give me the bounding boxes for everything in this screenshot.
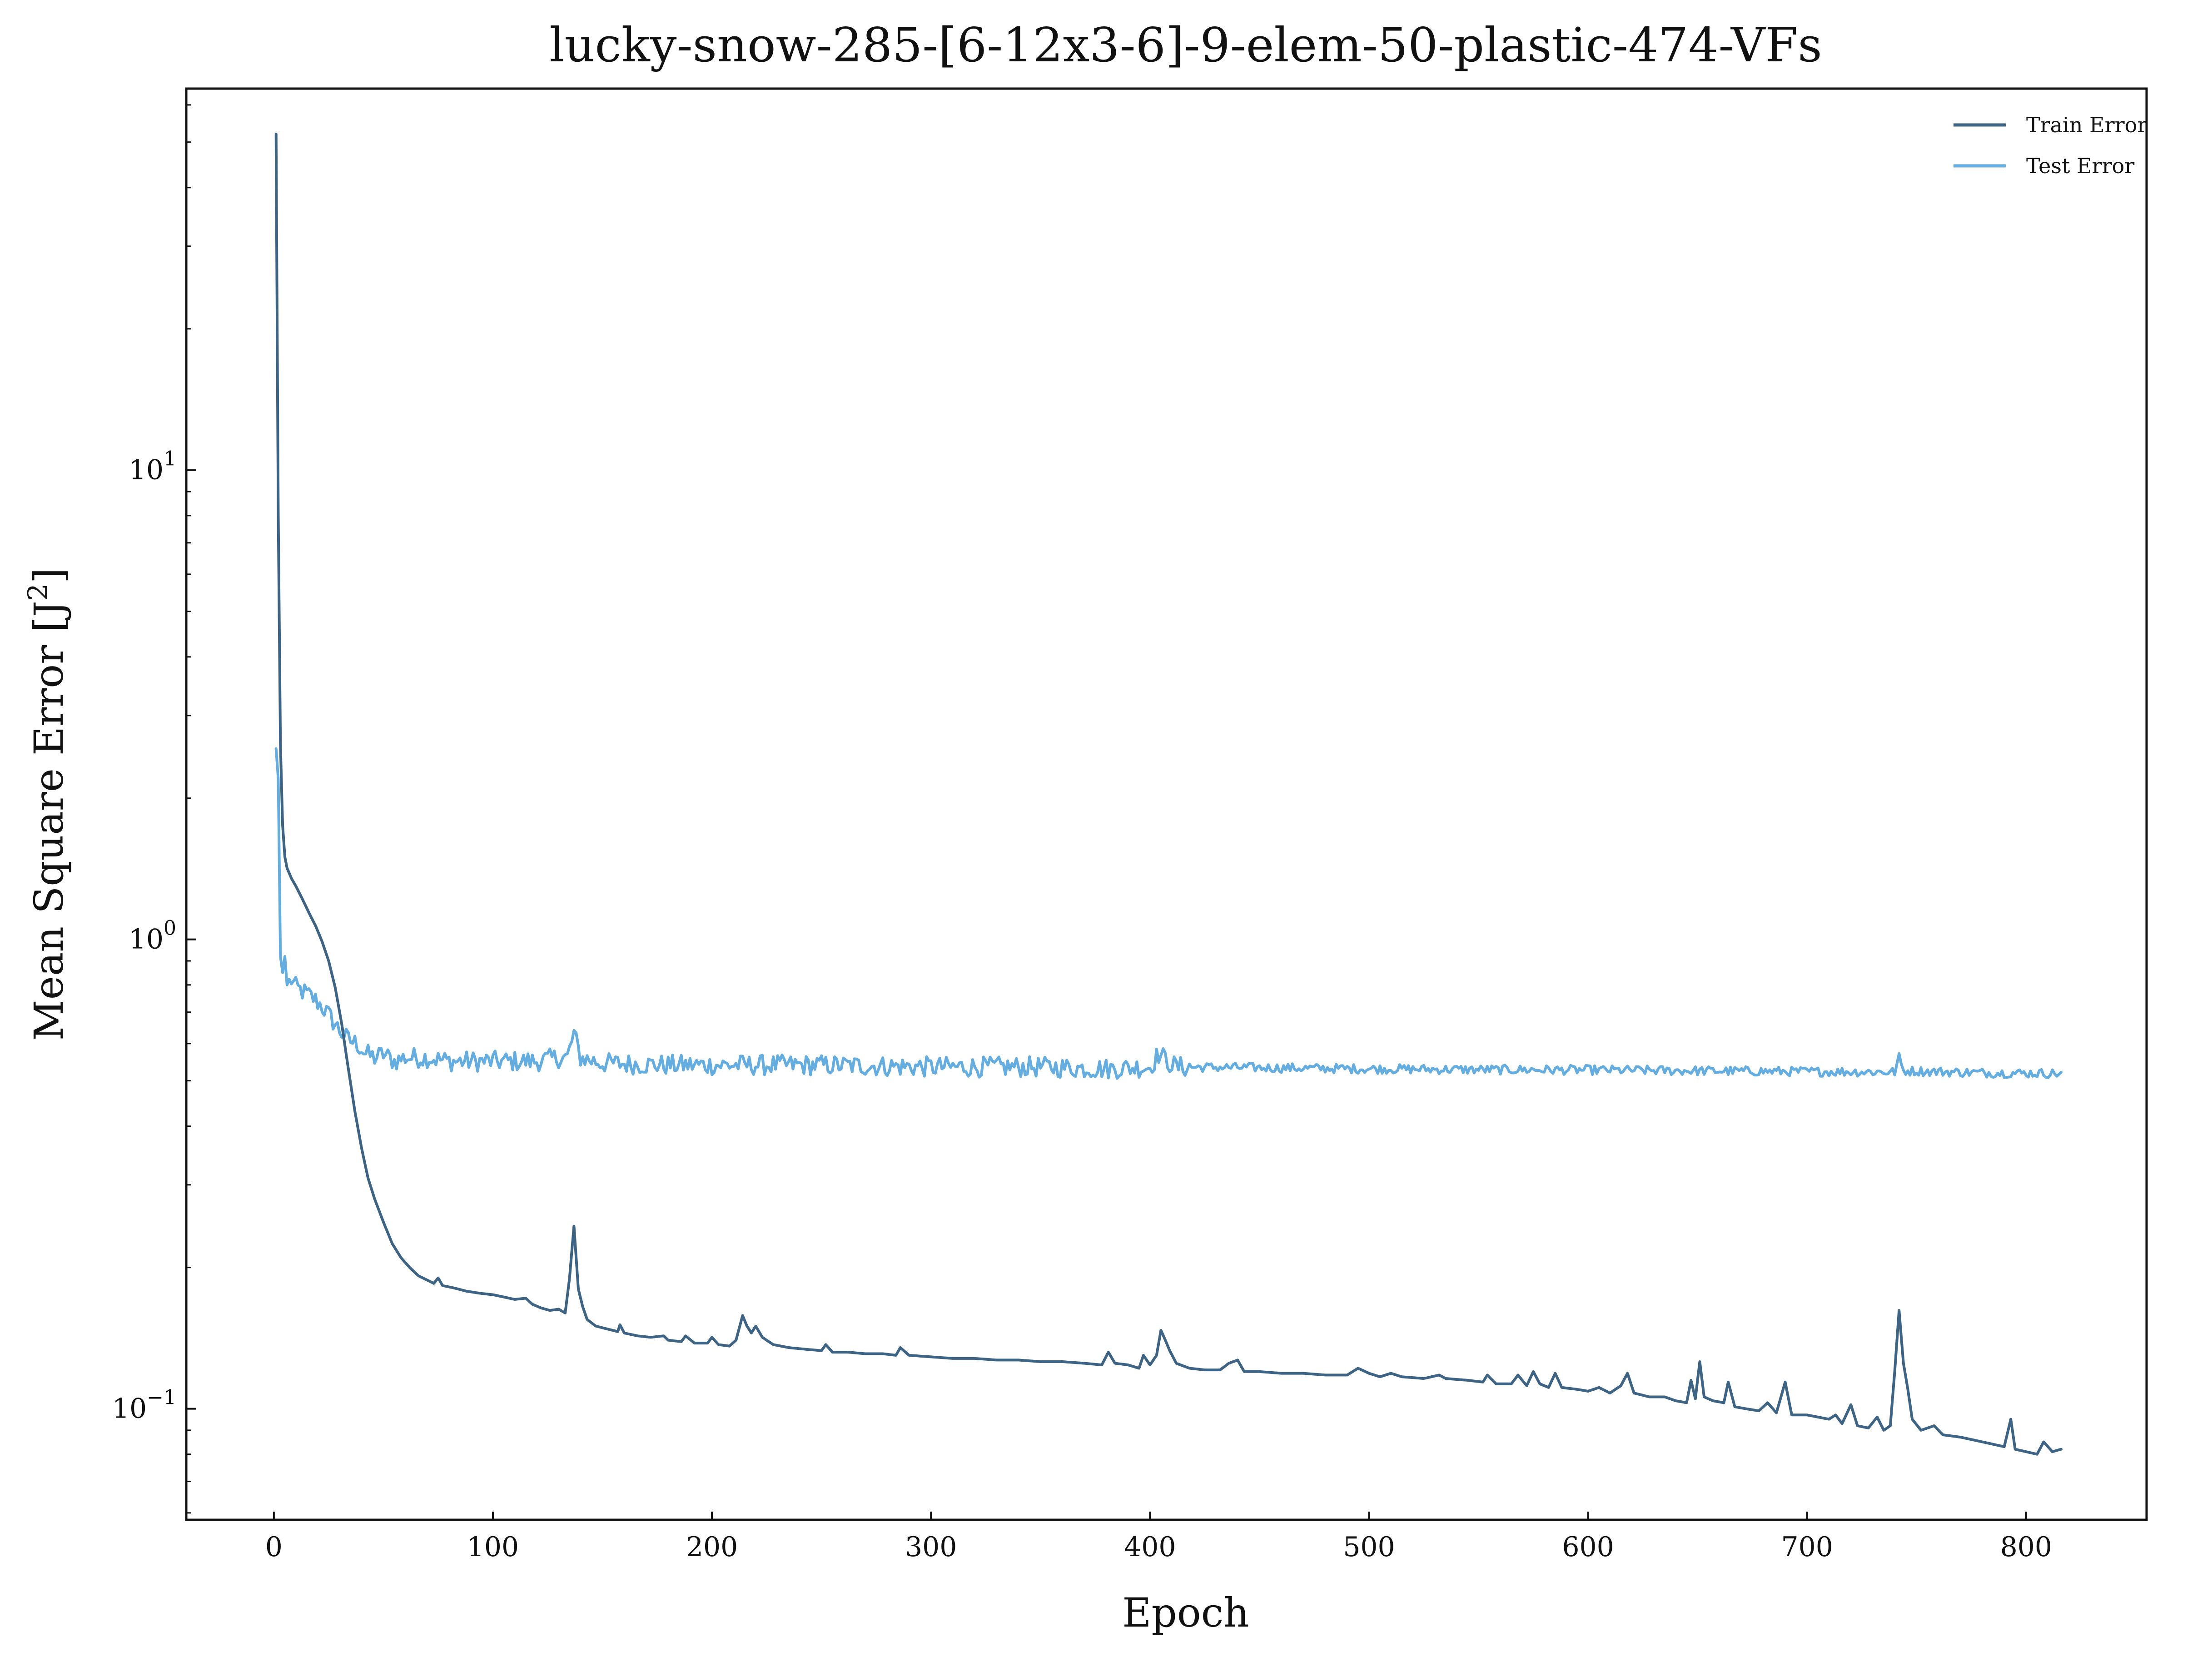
axes-frame xyxy=(185,87,2148,1521)
legend-label: Train Error xyxy=(2026,113,2147,137)
y-tick-label: 101 xyxy=(129,448,176,486)
x-tick-label: 0 xyxy=(265,1531,283,1563)
chart-title: lucky-snow-285-[6-12x3-6]-9-elem-50-plas… xyxy=(549,17,1822,73)
series-line-train-error xyxy=(274,133,2063,1456)
y-axis-title-main: Mean Square Error [J xyxy=(25,601,72,1040)
y-tick-exponent: 1 xyxy=(164,448,176,471)
y-tick-label: 10−1 xyxy=(112,1386,176,1425)
y-tick-base: 10 xyxy=(129,924,164,955)
y-tick-base: 10 xyxy=(112,1393,147,1425)
x-tick-label: 100 xyxy=(467,1531,519,1563)
y-axis-title-end: ] xyxy=(25,568,72,583)
legend: Train Error Test Error xyxy=(1954,113,2147,178)
x-tick-label: 200 xyxy=(686,1531,738,1563)
y-axis-title-superscript: 2 xyxy=(22,583,54,601)
x-tick-label: 800 xyxy=(2000,1531,2053,1563)
y-tick-base: 10 xyxy=(129,454,164,486)
plot-area xyxy=(274,133,2063,1456)
x-tick-label: 300 xyxy=(905,1531,957,1563)
x-axis: 0 100 200 300 400 500 600 700 800 xyxy=(265,1512,2052,1563)
x-tick-label: 600 xyxy=(1562,1531,1614,1563)
y-tick-label: 100 xyxy=(129,917,176,955)
legend-label: Test Error xyxy=(2026,154,2134,178)
y-tick-exponent: 0 xyxy=(164,917,176,940)
x-tick-label: 700 xyxy=(1781,1531,1833,1563)
y-axis-title: Mean Square Error [J2] xyxy=(22,568,72,1041)
x-tick-label: 500 xyxy=(1343,1531,1395,1563)
x-tick-label: 400 xyxy=(1124,1531,1176,1563)
series-line-test-error xyxy=(274,747,2063,1080)
y-tick-exponent: −1 xyxy=(147,1386,176,1409)
x-axis-title: Epoch xyxy=(1122,1589,1249,1636)
